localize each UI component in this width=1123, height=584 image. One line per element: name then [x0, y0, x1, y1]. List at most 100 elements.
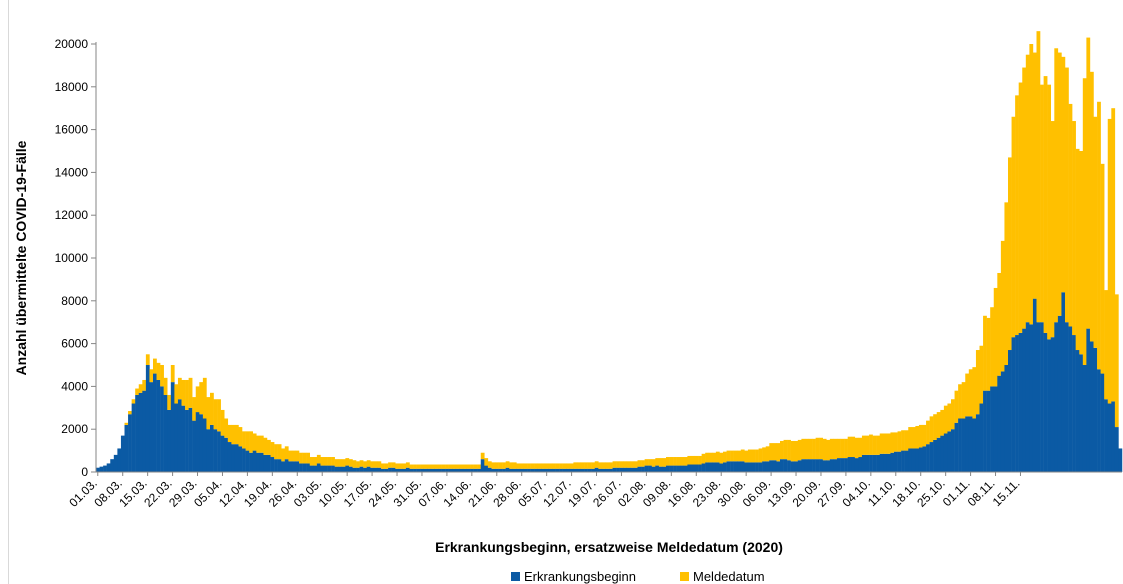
bar-meldedatum: [181, 379, 186, 406]
bar-erkrankungsbeginn: [712, 462, 717, 472]
bar-erkrankungsbeginn: [1015, 335, 1019, 472]
bar-meldedatum: [776, 443, 781, 462]
bar-erkrankungsbeginn: [669, 465, 674, 472]
bar-meldedatum: [740, 449, 745, 462]
bar-erkrankungsbeginn: [926, 444, 930, 472]
bar-erkrankungsbeginn: [491, 468, 496, 472]
bar-erkrankungsbeginn: [384, 468, 389, 472]
bar-meldedatum: [245, 431, 250, 451]
bar-meldedatum: [683, 457, 688, 466]
bar-erkrankungsbeginn: [879, 453, 884, 472]
bar-meldedatum: [316, 454, 321, 464]
bar-meldedatum: [623, 461, 628, 468]
bar-erkrankungsbeginn: [965, 416, 970, 472]
bar-erkrankungsbeginn: [352, 467, 357, 472]
bar-meldedatum: [462, 464, 467, 469]
bar-erkrankungsbeginn: [580, 468, 585, 472]
bar-meldedatum: [594, 461, 599, 468]
bar-meldedatum: [968, 369, 973, 417]
bar-meldedatum: [441, 464, 446, 469]
bar-erkrankungsbeginn: [901, 450, 905, 472]
bar-erkrankungsbeginn: [1089, 341, 1094, 472]
bar-erkrankungsbeginn: [730, 461, 734, 472]
bar-erkrankungsbeginn: [288, 461, 293, 472]
bar-erkrankungsbeginn: [156, 379, 161, 472]
bar-erkrankungsbeginn: [124, 424, 129, 472]
bar-erkrankungsbeginn: [170, 382, 175, 472]
bar-erkrankungsbeginn: [188, 407, 193, 472]
bar-meldedatum: [705, 452, 709, 463]
bar-erkrankungsbeginn: [584, 468, 588, 472]
bar-meldedatum: [224, 418, 229, 438]
left-frame-line: [8, 0, 9, 584]
bar-erkrankungsbeginn: [263, 454, 268, 472]
bar-meldedatum: [142, 379, 147, 391]
y-tick-label: 12000: [55, 208, 89, 222]
bar-erkrankungsbeginn: [373, 467, 378, 472]
bar-erkrankungsbeginn: [890, 452, 895, 472]
bar-erkrankungsbeginn: [908, 448, 913, 472]
bar-erkrankungsbeginn: [363, 467, 367, 472]
bar-erkrankungsbeginn: [1018, 332, 1023, 472]
bar-erkrankungsbeginn: [705, 462, 709, 472]
bar-meldedatum: [658, 458, 663, 467]
bar-erkrankungsbeginn: [747, 462, 752, 472]
bar-erkrankungsbeginn: [1008, 350, 1012, 472]
bar-meldedatum: [826, 439, 831, 461]
bar-erkrankungsbeginn: [1022, 328, 1027, 472]
bar-meldedatum: [926, 420, 930, 445]
bar-meldedatum: [156, 362, 161, 380]
bar-meldedatum: [138, 384, 143, 393]
bar-erkrankungsbeginn: [519, 468, 524, 472]
bar-meldedatum: [295, 450, 300, 462]
bar-erkrankungsbeginn: [295, 461, 300, 472]
bar-erkrankungsbeginn: [145, 365, 150, 472]
bar-meldedatum: [630, 461, 635, 468]
bar-erkrankungsbeginn: [1111, 401, 1116, 472]
bar-meldedatum: [274, 444, 278, 460]
bar-meldedatum: [844, 438, 848, 459]
bar-meldedatum: [416, 464, 421, 469]
bar-meldedatum: [210, 392, 214, 425]
bar-meldedatum: [548, 463, 553, 469]
bar-erkrankungsbeginn: [1011, 337, 1016, 472]
bar-meldedatum: [1100, 163, 1105, 374]
bar-meldedatum: [580, 462, 585, 469]
y-axis: 0 2000 4000 6000 8000 10000 12000 14000 16000 180…: [55, 37, 97, 479]
bar-meldedatum: [911, 427, 916, 449]
bar-meldedatum: [619, 461, 624, 468]
x-axis-title: Erkrankungsbeginn, ersatzweise Meldedatu…: [435, 539, 783, 555]
bar-meldedatum: [341, 459, 346, 467]
y-tick-label: 14000: [55, 165, 89, 179]
bar-meldedatum: [861, 435, 866, 455]
bar-erkrankungsbeginn: [576, 468, 581, 472]
bar-erkrankungsbeginn: [420, 468, 424, 472]
bar-erkrankungsbeginn: [544, 468, 549, 472]
bar-erkrankungsbeginn: [833, 459, 838, 472]
bar-erkrankungsbeginn: [117, 448, 122, 472]
bar-meldedatum: [537, 463, 542, 469]
bar-erkrankungsbeginn: [1025, 322, 1030, 472]
bar-erkrankungsbeginn: [883, 453, 888, 472]
bar-meldedatum: [527, 463, 531, 469]
bar-meldedatum: [498, 462, 503, 469]
bar-erkrankungsbeginn: [673, 465, 677, 472]
bar-erkrankungsbeginn: [149, 382, 154, 472]
bar-erkrankungsbeginn: [120, 435, 125, 472]
bar-meldedatum: [206, 397, 211, 430]
bar-erkrankungsbeginn: [438, 468, 442, 472]
bar-erkrankungsbeginn: [192, 420, 196, 472]
bar-meldedatum: [377, 461, 382, 468]
x-axis: 01.03.08.03.15.03.22.03.29.03.05.04.12.0…: [66, 471, 1122, 510]
bar-erkrankungsbeginn: [202, 418, 207, 472]
bar-erkrankungsbeginn: [911, 448, 916, 472]
bar-erkrankungsbeginn: [302, 463, 307, 472]
x-tick-label: 15.11.: [990, 476, 1023, 509]
bar-erkrankungsbeginn: [1000, 371, 1005, 472]
bar-erkrankungsbeginn: [341, 466, 346, 472]
bar-meldedatum: [199, 382, 204, 415]
bar-meldedatum: [1054, 48, 1059, 323]
bar-erkrankungsbeginn: [1054, 322, 1059, 472]
bar-meldedatum: [690, 455, 695, 465]
y-tick-label: 0: [81, 465, 88, 479]
